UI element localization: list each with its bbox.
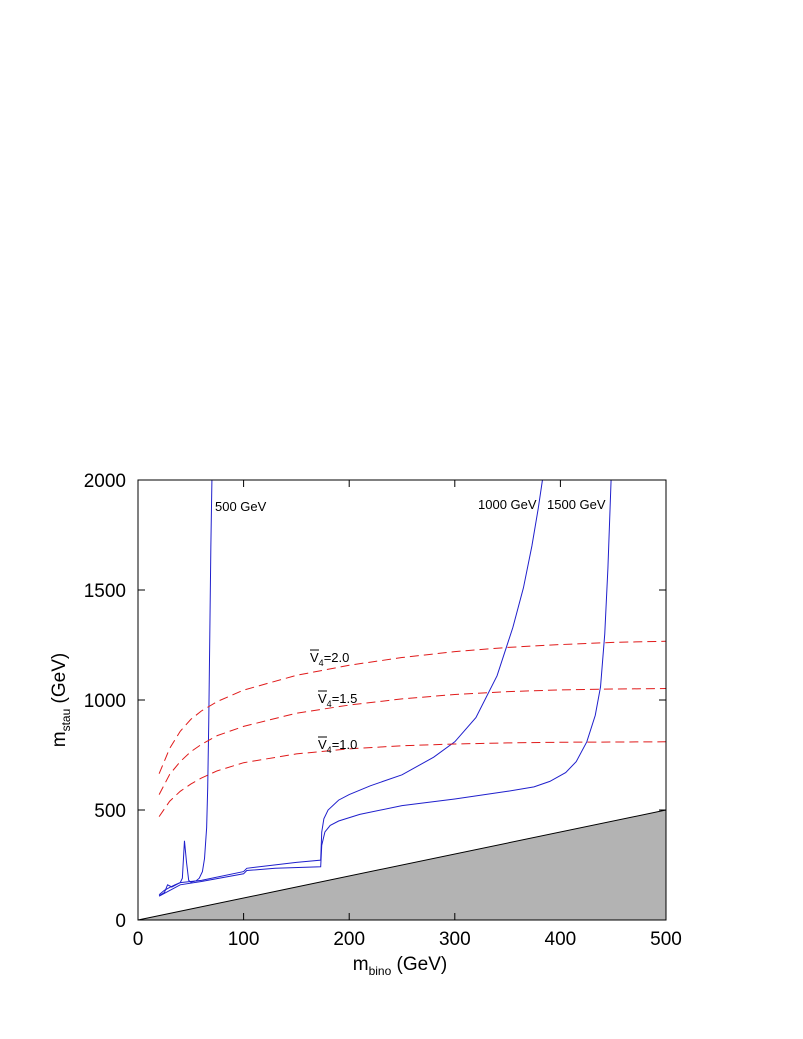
label-500-gev: 500 GeV [215, 499, 267, 514]
label-v4-1-5-value: =1.5 [332, 691, 358, 706]
x-tick-label-400: 400 [545, 929, 577, 950]
label-v4-1-5-main: V [318, 691, 327, 706]
series-line-1 [158, 479, 213, 896]
series-line-6 [158, 741, 667, 817]
y-tick-label: 500 [94, 801, 126, 822]
y-axis-label-unit: (GeV) [49, 653, 70, 709]
x-axis-label: mbino (GeV) [353, 954, 447, 978]
series-line-2 [158, 479, 543, 897]
y-axis-label: mstau (GeV) [49, 653, 73, 747]
label-v4-1-0-sub: 4 [327, 745, 332, 755]
label-v4-1-0-value: =1.0 [332, 737, 358, 752]
series-line-4 [158, 640, 667, 774]
label-1000-gev: 1000 GeV [478, 497, 537, 512]
x-tick-label: 500 [650, 929, 682, 950]
plot-area [137, 479, 667, 921]
label-v4-2-0-main: V [310, 650, 319, 665]
label-v4-1-5-sub: 4 [327, 699, 332, 709]
y-axis-label-sub: stau [59, 709, 73, 732]
x-tick-label: 300 [439, 929, 471, 950]
y-axis-label-main: m [49, 731, 70, 747]
x-axis-label-main: m [353, 954, 369, 975]
label-1500-gev: 1500 GeV [547, 497, 606, 512]
y-tick-label: 0 [115, 911, 126, 932]
y-tick-label: 1500 [84, 581, 126, 602]
label-v4-1-0-main: V [318, 737, 327, 752]
axis-ticks: 0 100 200 300 500 400 0 500 1000 1500 2000 [84, 471, 682, 950]
label-v4-2-0-value: =2.0 [324, 650, 350, 665]
series-line-3 [158, 479, 612, 897]
label-v4-1-5: V4=1.5 [318, 691, 357, 709]
x-axis-label-sub: bino [369, 964, 392, 978]
x-tick-label: 200 [333, 929, 365, 950]
x-axis-label-unit: (GeV) [391, 954, 447, 975]
y-tick-label: 1000 [84, 691, 126, 712]
series-line-5 [158, 688, 667, 795]
x-tick-label: 100 [228, 929, 260, 950]
y-tick-label: 2000 [84, 471, 126, 492]
label-v4-2-0-sub: 4 [319, 658, 324, 668]
excluded-region [137, 809, 667, 921]
label-v4-1-0: V4=1.0 [318, 737, 357, 755]
label-v4-2-0: V4=2.0 [310, 650, 349, 668]
x-tick-label: 0 [133, 929, 144, 950]
